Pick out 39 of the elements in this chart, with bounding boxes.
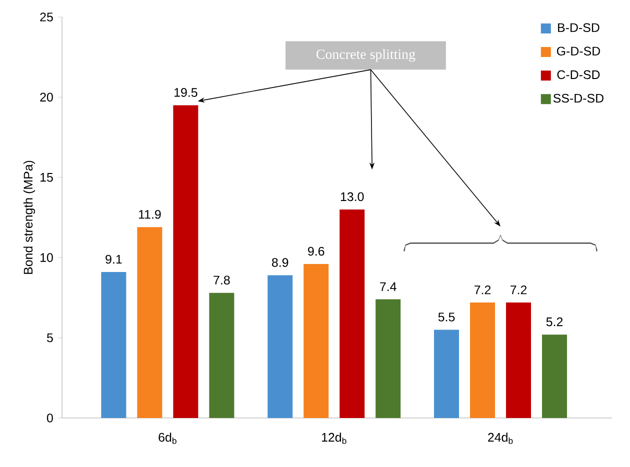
x-tick-label: 12d$_{b}$ [322, 432, 346, 444]
data-label: 13.0 [340, 192, 364, 202]
legend-label: B-D-SD [558, 23, 600, 32]
x-tick-label: 6d$_{b}$ [158, 432, 176, 444]
bar [376, 299, 401, 418]
annotation: Concrete splitting [316, 49, 416, 62]
legend-label: C-D-SD [557, 70, 600, 80]
y-tick-label: 10 [40, 253, 53, 262]
data-label: 5.2 [546, 317, 563, 326]
bar [434, 330, 460, 418]
bar [268, 275, 293, 418]
bar [173, 105, 198, 418]
bar [101, 272, 126, 418]
y-tick-label: 25 [40, 12, 53, 22]
bar [340, 209, 365, 418]
y-axis-title: Bond strength (MPa) [23, 160, 36, 274]
data-label: 8.9 [272, 258, 288, 267]
y-tick-label: 0 [46, 414, 53, 422]
bar [470, 302, 496, 418]
legend-label: G-D-SD [556, 46, 600, 56]
data-label: 9.1 [106, 254, 122, 264]
bar [542, 334, 568, 418]
bar [137, 227, 162, 418]
data-label: 7.2 [474, 285, 491, 294]
legend-label: SS-D-SD [553, 94, 604, 103]
data-label: 5.5 [438, 312, 455, 322]
bar [304, 264, 329, 418]
bar [506, 302, 532, 418]
bar [209, 292, 234, 418]
y-tick-label: 5 [46, 333, 53, 342]
data-label: 9.6 [308, 246, 324, 256]
y-tick-label: 20 [40, 92, 53, 102]
data-label: 11.9 [138, 210, 161, 219]
data-label: 7.8 [214, 276, 230, 285]
data-label: 7.4 [380, 282, 396, 291]
data-label: 19.5 [174, 88, 198, 97]
x-tick-label: 24d$_{b}$ [488, 432, 513, 444]
y-tick-label: 15 [40, 173, 53, 182]
data-label: 7.2 [510, 285, 527, 294]
